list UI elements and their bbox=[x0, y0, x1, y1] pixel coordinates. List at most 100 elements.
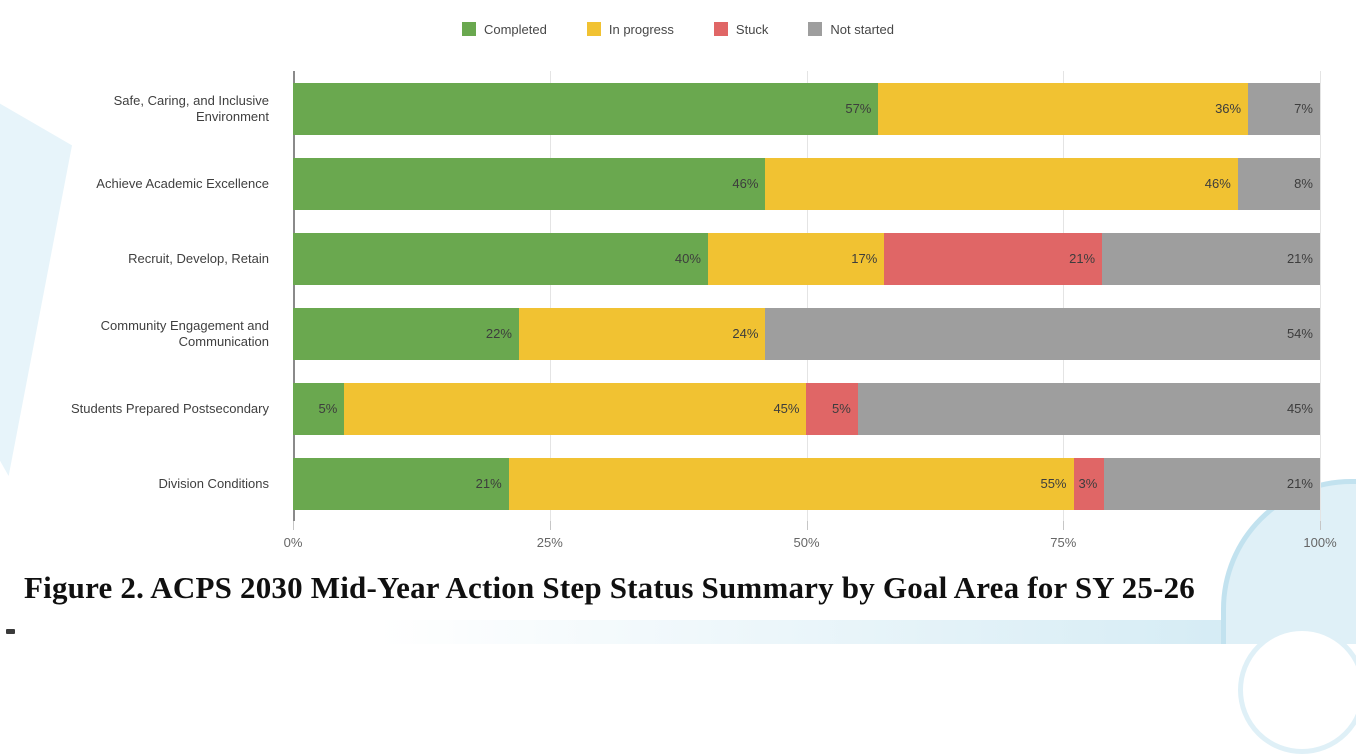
bar-segment-label: 8% bbox=[1294, 176, 1313, 191]
bar-segment: 5% bbox=[806, 382, 858, 435]
bar-segment: 3% bbox=[1073, 457, 1105, 510]
bar-segment-label: 17% bbox=[851, 251, 878, 266]
bar-row: 40% 17% 21% 21% bbox=[293, 221, 1320, 296]
legend-item-completed: Completed bbox=[461, 21, 547, 37]
stacked-bar: 5% 45% 5% 45% bbox=[293, 382, 1320, 435]
legend-item-stuck: Stuck bbox=[713, 21, 769, 37]
x-tick-label: 0% bbox=[283, 535, 303, 550]
category-label-cell: Achieve Academic Excellence bbox=[0, 146, 281, 221]
stacked-bar: 21% 55% 3% 21% bbox=[293, 457, 1320, 510]
grid-line bbox=[549, 71, 551, 521]
category-labels: Safe, Caring, and Inclusive Environment A… bbox=[0, 71, 281, 521]
bar-segment: 55% bbox=[508, 457, 1074, 510]
legend-swatch bbox=[586, 22, 601, 36]
bar-segment-label: 5% bbox=[832, 401, 851, 416]
background-accent-bottom bbox=[0, 620, 1356, 644]
x-tick bbox=[549, 521, 551, 530]
legend-label: Completed bbox=[483, 21, 547, 37]
bar-segment-label: 5% bbox=[318, 401, 338, 416]
bar-segment: 45% bbox=[344, 382, 807, 435]
bar-segment: 21% bbox=[293, 457, 509, 510]
category-label: Division Conditions bbox=[158, 475, 269, 491]
legend-swatch bbox=[713, 22, 728, 36]
x-tick bbox=[1320, 521, 1321, 530]
bar-segment-label: 55% bbox=[1040, 476, 1067, 491]
bar-segment-label: 3% bbox=[1078, 476, 1098, 491]
bar-row: 21% 55% 3% 21% bbox=[293, 446, 1320, 521]
bar-segment-label: 21% bbox=[475, 476, 502, 491]
chart-legend: Completed In progress Stuck Not started bbox=[0, 20, 1356, 38]
bar-segment-label: 46% bbox=[1204, 176, 1231, 191]
category-label-cell: Students Prepared Postsecondary bbox=[0, 371, 281, 446]
bar-segment-label: 21% bbox=[1286, 251, 1313, 266]
grid-line bbox=[1320, 71, 1321, 521]
x-tick bbox=[293, 521, 294, 530]
x-axis: 0% 25% 50% 75% 100% bbox=[284, 521, 1337, 563]
category-label: Recruit, Develop, Retain bbox=[128, 250, 269, 266]
bar-segment-label: 57% bbox=[845, 101, 872, 116]
legend-item-not-started: Not started bbox=[808, 22, 894, 37]
x-tick-label: 50% bbox=[793, 535, 820, 550]
stacked-bar: 40% 17% 21% 21% bbox=[293, 232, 1320, 285]
grid-line bbox=[1063, 71, 1065, 521]
legend-label: In progress bbox=[608, 21, 674, 37]
grid-layer bbox=[293, 71, 1321, 521]
bar-segment-label: 22% bbox=[485, 326, 512, 341]
bar-row: 57% 36% 7% bbox=[293, 71, 1320, 146]
background-small-mark bbox=[6, 629, 15, 634]
figure-caption: Figure 2. ACPS 2030 Mid-Year Action Step… bbox=[24, 570, 1195, 605]
bar-segment-label: 24% bbox=[732, 326, 759, 341]
stacked-bar: 57% 36% 7% bbox=[293, 82, 1320, 135]
legend-swatch bbox=[461, 22, 476, 36]
bar-segment: 54% bbox=[765, 307, 1320, 360]
bar-segment: 46% bbox=[293, 157, 766, 210]
stacked-bar: 46% 46% 8% bbox=[293, 157, 1320, 210]
bar-segment-label: 45% bbox=[773, 401, 800, 416]
legend-item-in-progress: In progress bbox=[586, 21, 674, 37]
bar-segment: 7% bbox=[1248, 82, 1320, 135]
bar-rows: 57% 36% 7% 46% 46% 8% 40% 17% 21% 21% 22% 24% 54% 5% 4… bbox=[293, 71, 1320, 521]
x-tick bbox=[806, 521, 808, 530]
x-tick-label: 100% bbox=[1303, 535, 1337, 550]
bar-segment-label: 7% bbox=[1294, 101, 1313, 116]
legend-label: Stuck bbox=[735, 21, 769, 37]
bar-segment-label: 45% bbox=[1286, 401, 1313, 416]
bar-segment: 24% bbox=[518, 307, 766, 360]
legend-label: Not started bbox=[830, 21, 895, 37]
category-label: Community Engagement and Communication bbox=[100, 317, 269, 349]
bar-segment-label: 40% bbox=[674, 251, 701, 266]
background-circle-decoration bbox=[1238, 626, 1356, 754]
bar-segment-label: 54% bbox=[1286, 326, 1313, 341]
bar-segment: 21% bbox=[1104, 457, 1320, 510]
bar-segment: 17% bbox=[707, 232, 885, 285]
plot-area: 57% 36% 7% 46% 46% 8% 40% 17% 21% 21% 22% 24% 54% 5% 4… bbox=[293, 71, 1321, 521]
x-tick-label: 75% bbox=[1050, 535, 1077, 550]
bar-segment: 36% bbox=[878, 82, 1249, 135]
bar-segment: 45% bbox=[857, 382, 1320, 435]
axis-baseline bbox=[293, 71, 295, 521]
bar-segment: 5% bbox=[293, 382, 345, 435]
stacked-bar: 22% 24% 54% bbox=[293, 307, 1320, 360]
bar-segment: 40% bbox=[293, 232, 708, 285]
bar-segment: 21% bbox=[1102, 232, 1320, 285]
bar-segment: 8% bbox=[1237, 157, 1320, 210]
bar-segment-label: 46% bbox=[732, 176, 759, 191]
category-label-cell: Recruit, Develop, Retain bbox=[0, 221, 281, 296]
bar-segment: 57% bbox=[293, 82, 879, 135]
category-label-cell: Division Conditions bbox=[0, 446, 281, 521]
bar-row: 22% 24% 54% bbox=[293, 296, 1320, 371]
bar-segment-label: 21% bbox=[1069, 251, 1096, 266]
x-tick-label: 25% bbox=[536, 535, 563, 550]
bar-row: 46% 46% 8% bbox=[293, 146, 1320, 221]
x-tick bbox=[1063, 521, 1065, 530]
bar-segment: 46% bbox=[765, 157, 1238, 210]
category-label: Achieve Academic Excellence bbox=[96, 175, 269, 191]
bar-segment: 21% bbox=[884, 232, 1103, 285]
category-label: Students Prepared Postsecondary bbox=[70, 400, 269, 416]
bar-segment: 22% bbox=[293, 307, 519, 360]
bar-segment-label: 36% bbox=[1215, 101, 1242, 116]
legend-swatch bbox=[808, 22, 823, 36]
category-label-cell: Community Engagement and Communication bbox=[0, 296, 281, 371]
grid-line bbox=[806, 71, 808, 521]
category-label: Safe, Caring, and Inclusive Environment bbox=[113, 92, 269, 124]
